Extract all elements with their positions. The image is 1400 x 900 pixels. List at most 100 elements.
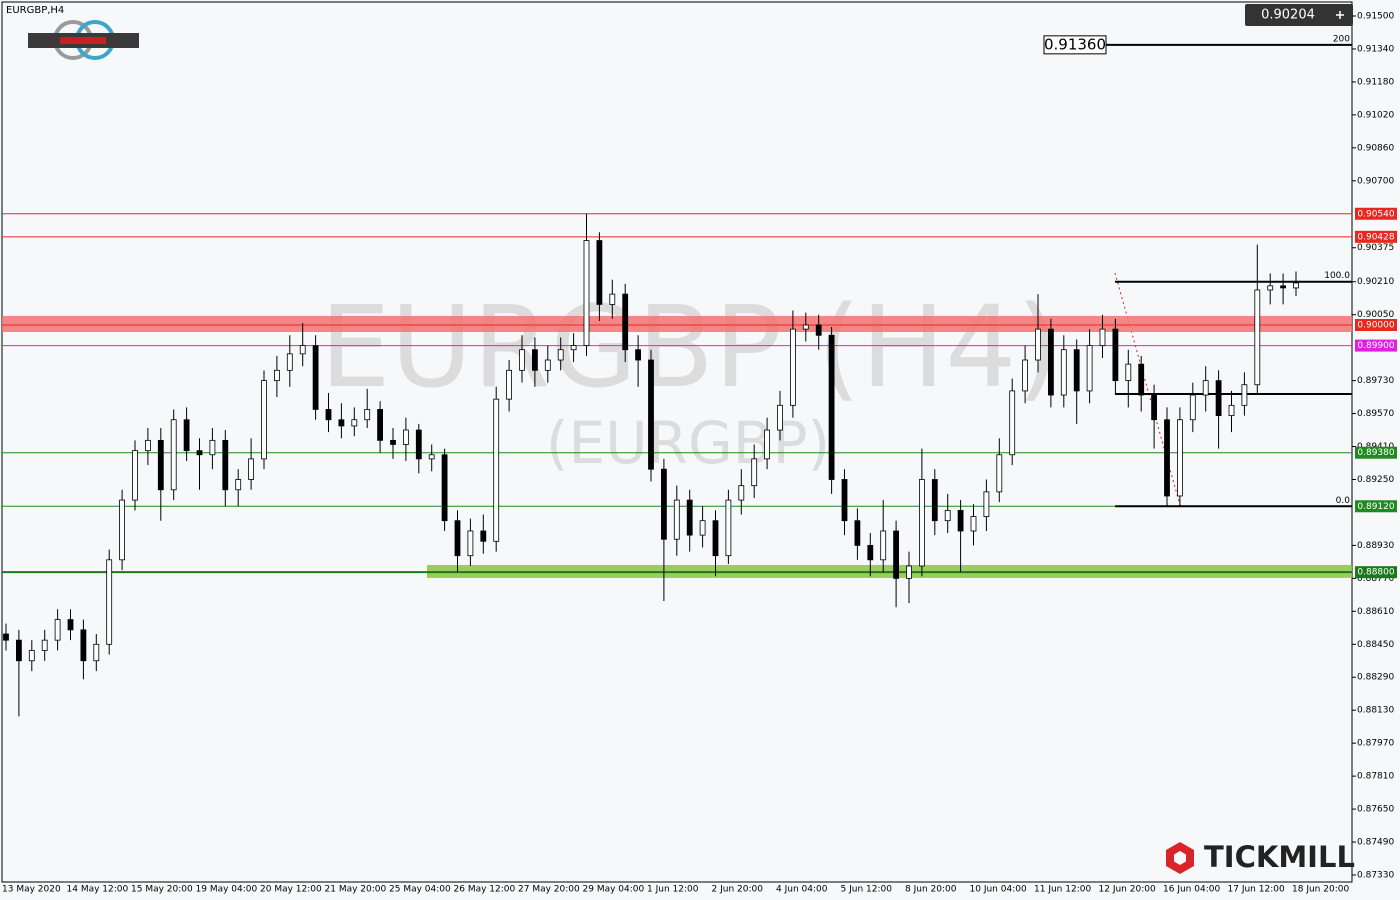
fib-price-box <box>1043 35 1107 55</box>
candle-body <box>286 353 293 371</box>
x-tick-label: 21 May 20:00 <box>325 885 387 895</box>
y-tick-label: 0.88450 <box>1357 640 1394 650</box>
candle-body <box>1138 363 1145 396</box>
candle-body <box>673 499 680 540</box>
x-tick-label: 27 May 20:00 <box>518 885 580 895</box>
candle-body <box>196 450 203 456</box>
tickmill-logo: TICKMILL <box>1166 840 1355 874</box>
current-price: 0.90204 <box>1261 8 1315 23</box>
candle-body <box>764 429 770 460</box>
candle-body <box>970 516 977 532</box>
x-tick-label: 1 Jun 12:00 <box>647 885 699 895</box>
x-tick-label: 15 May 20:00 <box>131 885 193 895</box>
candle-body <box>1280 285 1286 289</box>
candle-body <box>596 240 603 305</box>
y-tick-label: 0.88610 <box>1357 607 1394 617</box>
candle-body <box>28 650 35 662</box>
price-box-bg <box>1245 4 1353 26</box>
candle-body <box>390 439 396 445</box>
candle-body <box>828 334 835 480</box>
candle-body <box>338 419 345 427</box>
candle-body <box>944 509 951 522</box>
candle-body <box>919 479 925 567</box>
broker-logo <box>28 20 139 60</box>
candle-body <box>557 349 564 361</box>
candle-body <box>957 509 964 532</box>
candle-body <box>402 429 409 445</box>
candle-body <box>583 240 590 346</box>
y-tick-label: 0.91340 <box>1357 44 1394 54</box>
candle-body <box>1189 394 1196 421</box>
candle-body <box>906 565 912 579</box>
fib-price-label: 0.91360 <box>1044 35 1106 53</box>
candle-body <box>867 545 874 561</box>
candle-body <box>712 520 719 557</box>
candle-body <box>648 359 654 470</box>
y-tick-label: 0.88770 <box>1357 574 1394 584</box>
candle-body <box>661 468 667 540</box>
candle-body <box>1293 282 1299 289</box>
y-tick-label: 0.87970 <box>1357 739 1394 749</box>
candle-body <box>144 439 151 452</box>
candle-body <box>119 499 125 561</box>
y-tick-label: 0.88290 <box>1357 673 1394 683</box>
level-label-bg <box>1355 339 1397 352</box>
candle-body <box>802 324 809 330</box>
x-tick-label: 5 Jun 12:00 <box>841 885 893 895</box>
candle-body <box>815 324 822 336</box>
y-tick-label: 0.91500 <box>1357 12 1394 22</box>
watermark: EURGBP (H4) <box>320 283 1060 413</box>
candle-body <box>751 458 758 487</box>
candle-body <box>1267 285 1274 291</box>
level-band <box>2 315 1352 332</box>
y-tick-label: 0.89250 <box>1357 475 1394 485</box>
level-label: 0.89900 <box>1357 341 1394 351</box>
candle-body <box>106 559 113 645</box>
candle-body <box>738 485 745 501</box>
candle-body <box>1202 380 1209 396</box>
x-tick-label: 19 May 04:00 <box>196 885 258 895</box>
y-tick-label: 0.87490 <box>1357 838 1394 848</box>
fib-label: 100.0 <box>1324 271 1350 281</box>
candle-body <box>93 643 100 662</box>
x-tick-label: 11 Jun 12:00 <box>1034 885 1091 895</box>
candle-body <box>222 439 229 491</box>
candle-body <box>467 530 474 557</box>
chart-title: EURGBP,H4 <box>6 5 64 16</box>
level-label-bg <box>1355 566 1397 579</box>
candle-body <box>609 293 616 305</box>
candle-body <box>364 409 371 421</box>
candle-body <box>1241 384 1248 406</box>
candle-body <box>931 479 938 522</box>
candle-body <box>532 349 538 371</box>
candle-body <box>132 450 138 501</box>
watermark-sub: (EURGBP) <box>546 409 830 477</box>
y-tick-label: 0.90050 <box>1357 310 1394 320</box>
level-label: 0.88800 <box>1357 568 1394 578</box>
logo-text: TICKMILL <box>1204 840 1355 874</box>
plot-frame <box>1 1 1353 883</box>
candle-body <box>1177 419 1183 497</box>
x-tick-label: 4 Jun 04:00 <box>776 885 828 895</box>
candle-body <box>1125 363 1132 382</box>
candle-body <box>170 419 177 491</box>
candle-body <box>299 345 306 355</box>
price-box-icon <box>1336 11 1344 19</box>
candle-body <box>725 499 732 557</box>
candle-body <box>996 454 1003 493</box>
candle-body <box>325 409 332 421</box>
candle-body <box>1009 390 1016 456</box>
y-tick-label: 0.89570 <box>1357 409 1394 419</box>
candle-body <box>454 520 461 557</box>
candle-body <box>790 328 796 406</box>
x-tick-label: 2 Jun 20:00 <box>712 885 764 895</box>
x-tick-label: 13 May 2020 <box>2 885 61 895</box>
candle-body <box>1215 380 1222 417</box>
level-label: 0.89120 <box>1357 502 1394 512</box>
candle-body <box>80 629 87 662</box>
candle-body <box>983 491 990 517</box>
candle-body <box>777 404 783 431</box>
candle-body <box>3 633 9 641</box>
x-tick-label: 16 Jun 04:00 <box>1163 885 1220 895</box>
